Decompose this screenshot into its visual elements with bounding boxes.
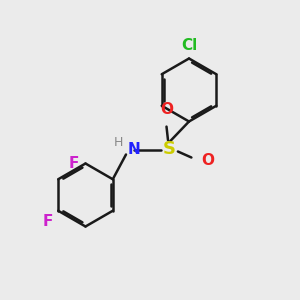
Text: H: H <box>114 136 123 148</box>
Text: O: O <box>160 102 173 117</box>
Text: Cl: Cl <box>181 38 197 53</box>
Text: S: S <box>163 140 176 158</box>
Text: F: F <box>42 214 53 229</box>
Text: O: O <box>202 153 214 168</box>
Text: N: N <box>128 142 140 158</box>
Text: F: F <box>68 156 79 171</box>
